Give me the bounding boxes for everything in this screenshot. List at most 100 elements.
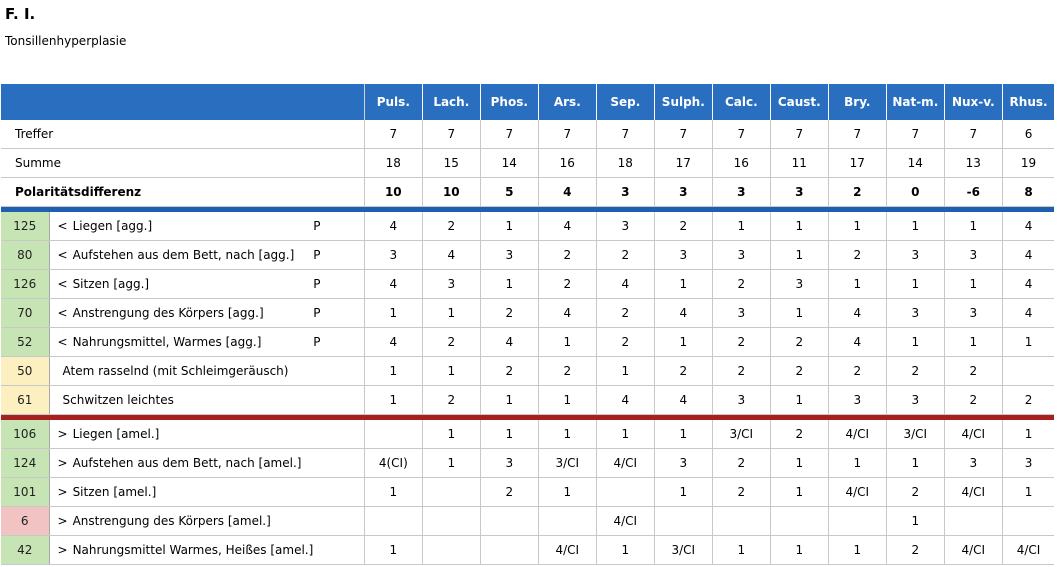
grade-cell: 1 bbox=[538, 327, 597, 357]
rubric-row[interactable]: 124 > Aufstehen aus dem Bett, nach [amel.]… bbox=[1, 448, 1055, 478]
grade-cell: 2 bbox=[712, 477, 771, 507]
summary-value: 6 bbox=[1002, 120, 1055, 149]
grade-cell bbox=[828, 506, 887, 536]
grade-cell: 3 bbox=[944, 298, 1003, 328]
grade-cell bbox=[480, 506, 539, 536]
grade-cell: 1 bbox=[596, 356, 655, 386]
grade-cell: 3 bbox=[596, 212, 655, 241]
rubric-text: Schwitzen leichtes bbox=[49, 385, 314, 415]
rubric-row[interactable]: 52 < Nahrungsmittel, Warmes [agg.] P 4 2 4 1 2 1 2… bbox=[1, 327, 1055, 357]
grade-cell: 3 bbox=[712, 298, 771, 328]
rubric-row[interactable]: 126 < Sitzen [agg.] P 4 3 1 2 4 1 2 3 1 1 1 4 bbox=[1, 269, 1055, 299]
polarity-marker bbox=[313, 477, 365, 507]
grade-cell: 4 bbox=[364, 327, 423, 357]
remedy-header[interactable]: Calc. bbox=[712, 84, 771, 120]
summary-value: 3 bbox=[654, 177, 713, 207]
rubric-row[interactable]: 125 < Liegen [agg.] P 4 2 1 4 3 2 1 1 1 1 1 4 bbox=[1, 212, 1055, 241]
grade-cell: 4 bbox=[364, 212, 423, 241]
rubric-label: Aufstehen aus dem Bett, nach [amel.] bbox=[72, 456, 302, 470]
grade-cell: 2 bbox=[828, 240, 887, 270]
grade-cell: 2 bbox=[770, 327, 829, 357]
rubric-count: 6 bbox=[1, 506, 50, 536]
rubric-label: Anstrengung des Körpers [agg.] bbox=[72, 306, 264, 320]
grade-cell: 1 bbox=[770, 240, 829, 270]
rubric-row[interactable]: 80 < Aufstehen aus dem Bett, nach [agg.] P 3… bbox=[1, 240, 1055, 270]
grade-cell: 3 bbox=[770, 269, 829, 299]
grade-cell bbox=[1002, 356, 1055, 386]
modality-sign: > bbox=[57, 514, 68, 528]
summary-value: 7 bbox=[944, 120, 1003, 149]
polarity-marker bbox=[313, 535, 365, 565]
grade-cell bbox=[944, 506, 1003, 536]
grade-cell: 4 bbox=[422, 240, 481, 270]
modality-sign: < bbox=[57, 306, 68, 320]
grade-cell: 1 bbox=[770, 535, 829, 565]
rubric-label: Sitzen [amel.] bbox=[72, 485, 157, 499]
grade-cell: 2 bbox=[538, 240, 597, 270]
summary-label: Summe bbox=[1, 148, 365, 178]
polarity-marker bbox=[313, 356, 365, 386]
grade-cell: 4 bbox=[1002, 240, 1055, 270]
grade-cell: 1 bbox=[770, 298, 829, 328]
summary-row: Summe 18 15 14 16 18 17 16 11 17 14 13 19 bbox=[1, 148, 1055, 178]
rubric-label: Sitzen [agg.] bbox=[72, 277, 150, 291]
summary-value: 14 bbox=[480, 148, 539, 178]
rubric-text: > Anstrengung des Körpers [amel.] bbox=[49, 506, 314, 536]
rubric-text: > Liegen [amel.] bbox=[49, 420, 314, 449]
grade-cell: 1 bbox=[422, 420, 481, 449]
remedy-header[interactable]: Sulph. bbox=[654, 84, 713, 120]
remedy-header[interactable]: Puls. bbox=[364, 84, 423, 120]
grade-cell: 1 bbox=[1002, 477, 1055, 507]
page-subtitle: Tonsillenhyperplasie bbox=[5, 34, 127, 48]
grade-cell: 1 bbox=[886, 506, 945, 536]
grade-cell: 1 bbox=[828, 535, 887, 565]
grade-cell bbox=[422, 477, 481, 507]
rubric-row[interactable]: 50 Atem rasselnd (mit Schleimgeräusch) 1 1 2… bbox=[1, 356, 1055, 386]
repertorisation-table: Puls. Lach. Phos. Ars. Sep. Sulph. Calc. Caust.… bbox=[1, 84, 1055, 565]
grade-cell: 2 bbox=[886, 477, 945, 507]
rubric-row[interactable]: 101 > Sitzen [amel.] 1 2 1 1 2 1 4/CI 2 4/CI 1 bbox=[1, 477, 1055, 507]
blue-separator bbox=[1, 206, 1055, 212]
grade-cell: 1 bbox=[538, 420, 597, 449]
summary-value: 17 bbox=[828, 148, 887, 178]
grade-cell: 1 bbox=[654, 327, 713, 357]
grade-cell bbox=[596, 477, 655, 507]
remedy-header[interactable]: Sep. bbox=[596, 84, 655, 120]
grade-cell: 2 bbox=[712, 448, 771, 478]
remedy-header[interactable]: Nat-m. bbox=[886, 84, 945, 120]
grade-cell: 1 bbox=[654, 269, 713, 299]
modality-sign: > bbox=[57, 427, 68, 441]
grade-cell: 1 bbox=[364, 385, 423, 415]
summary-value: 5 bbox=[480, 177, 539, 207]
grade-cell bbox=[654, 506, 713, 536]
polarity-marker bbox=[313, 506, 365, 536]
rubric-row[interactable]: 6 > Anstrengung des Körpers [amel.] 4/CI 1 bbox=[1, 506, 1055, 536]
remedy-header[interactable]: Ars. bbox=[538, 84, 597, 120]
remedy-header[interactable]: Nux-v. bbox=[944, 84, 1003, 120]
grade-cell: 3 bbox=[422, 269, 481, 299]
remedy-header[interactable]: Caust. bbox=[770, 84, 829, 120]
remedy-header[interactable]: Rhus. bbox=[1002, 84, 1055, 120]
rubric-row[interactable]: 70 < Anstrengung des Körpers [agg.] P 1 1 2 4 2 4… bbox=[1, 298, 1055, 328]
rubric-label: Schwitzen leichtes bbox=[62, 393, 174, 407]
grade-cell: 1 bbox=[422, 356, 481, 386]
grade-cell: 4 bbox=[828, 298, 887, 328]
remedy-header[interactable]: Lach. bbox=[422, 84, 481, 120]
rubric-text: > Nahrungsmittel Warmes, Heißes [amel.] bbox=[49, 535, 314, 565]
rubric-row[interactable]: 106 > Liegen [amel.] 1 1 1 1 1 3/CI 2 4/CI 3/CI 4/CI… bbox=[1, 420, 1055, 449]
rubric-row[interactable]: 61 Schwitzen leichtes 1 2 1 1 4 4 3 1 3 3 2 2 bbox=[1, 385, 1055, 415]
remedy-header-row: Puls. Lach. Phos. Ars. Sep. Sulph. Calc. Caust.… bbox=[1, 84, 1055, 120]
polarity-marker: P bbox=[313, 298, 365, 328]
grade-cell: 2 bbox=[422, 327, 481, 357]
grade-cell: 3 bbox=[886, 385, 945, 415]
rubric-row[interactable]: 42 > Nahrungsmittel Warmes, Heißes [amel.]… bbox=[1, 535, 1055, 565]
remedy-header[interactable]: Phos. bbox=[480, 84, 539, 120]
grade-cell: 1 bbox=[654, 477, 713, 507]
grade-cell: 3 bbox=[364, 240, 423, 270]
remedy-header[interactable]: Bry. bbox=[828, 84, 887, 120]
grade-cell: 2 bbox=[770, 420, 829, 449]
grade-cell: 2 bbox=[538, 269, 597, 299]
rubric-text: < Anstrengung des Körpers [agg.] bbox=[49, 298, 314, 328]
summary-value: 13 bbox=[944, 148, 1003, 178]
grade-cell bbox=[364, 506, 423, 536]
